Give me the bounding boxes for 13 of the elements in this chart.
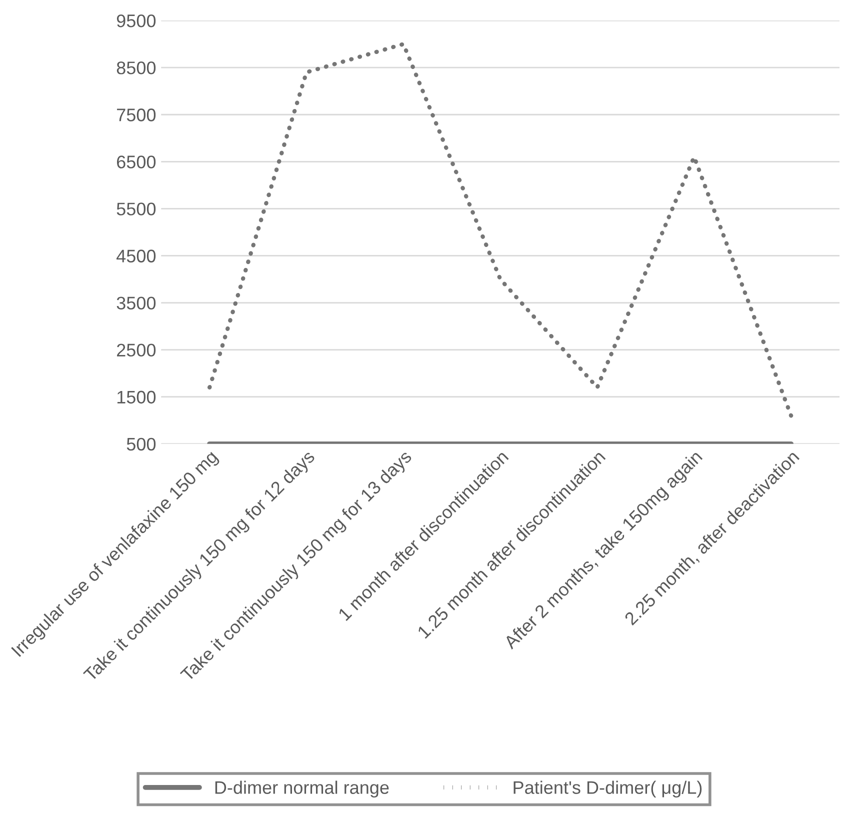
y-tick-label: 3500 [116, 296, 156, 310]
y-tick-label: 8500 [116, 62, 156, 74]
legend-label: D-dimer normal range [215, 780, 389, 798]
y-tick-label: 500 [126, 438, 156, 451]
y-tick-label: 4500 [116, 250, 156, 262]
y-tick-label: 9500 [116, 14, 156, 28]
legend-label: Patient's D-dimer( μg/L) [514, 780, 702, 798]
y-tick-label: 1500 [117, 390, 156, 404]
y-tick-label: 5500 [116, 202, 156, 216]
y-tick-label: 7500 [117, 108, 156, 122]
line-series [207, 42, 794, 418]
y-tick-label: 6500 [117, 156, 156, 168]
y-tick-label: 2500 [117, 344, 156, 357]
